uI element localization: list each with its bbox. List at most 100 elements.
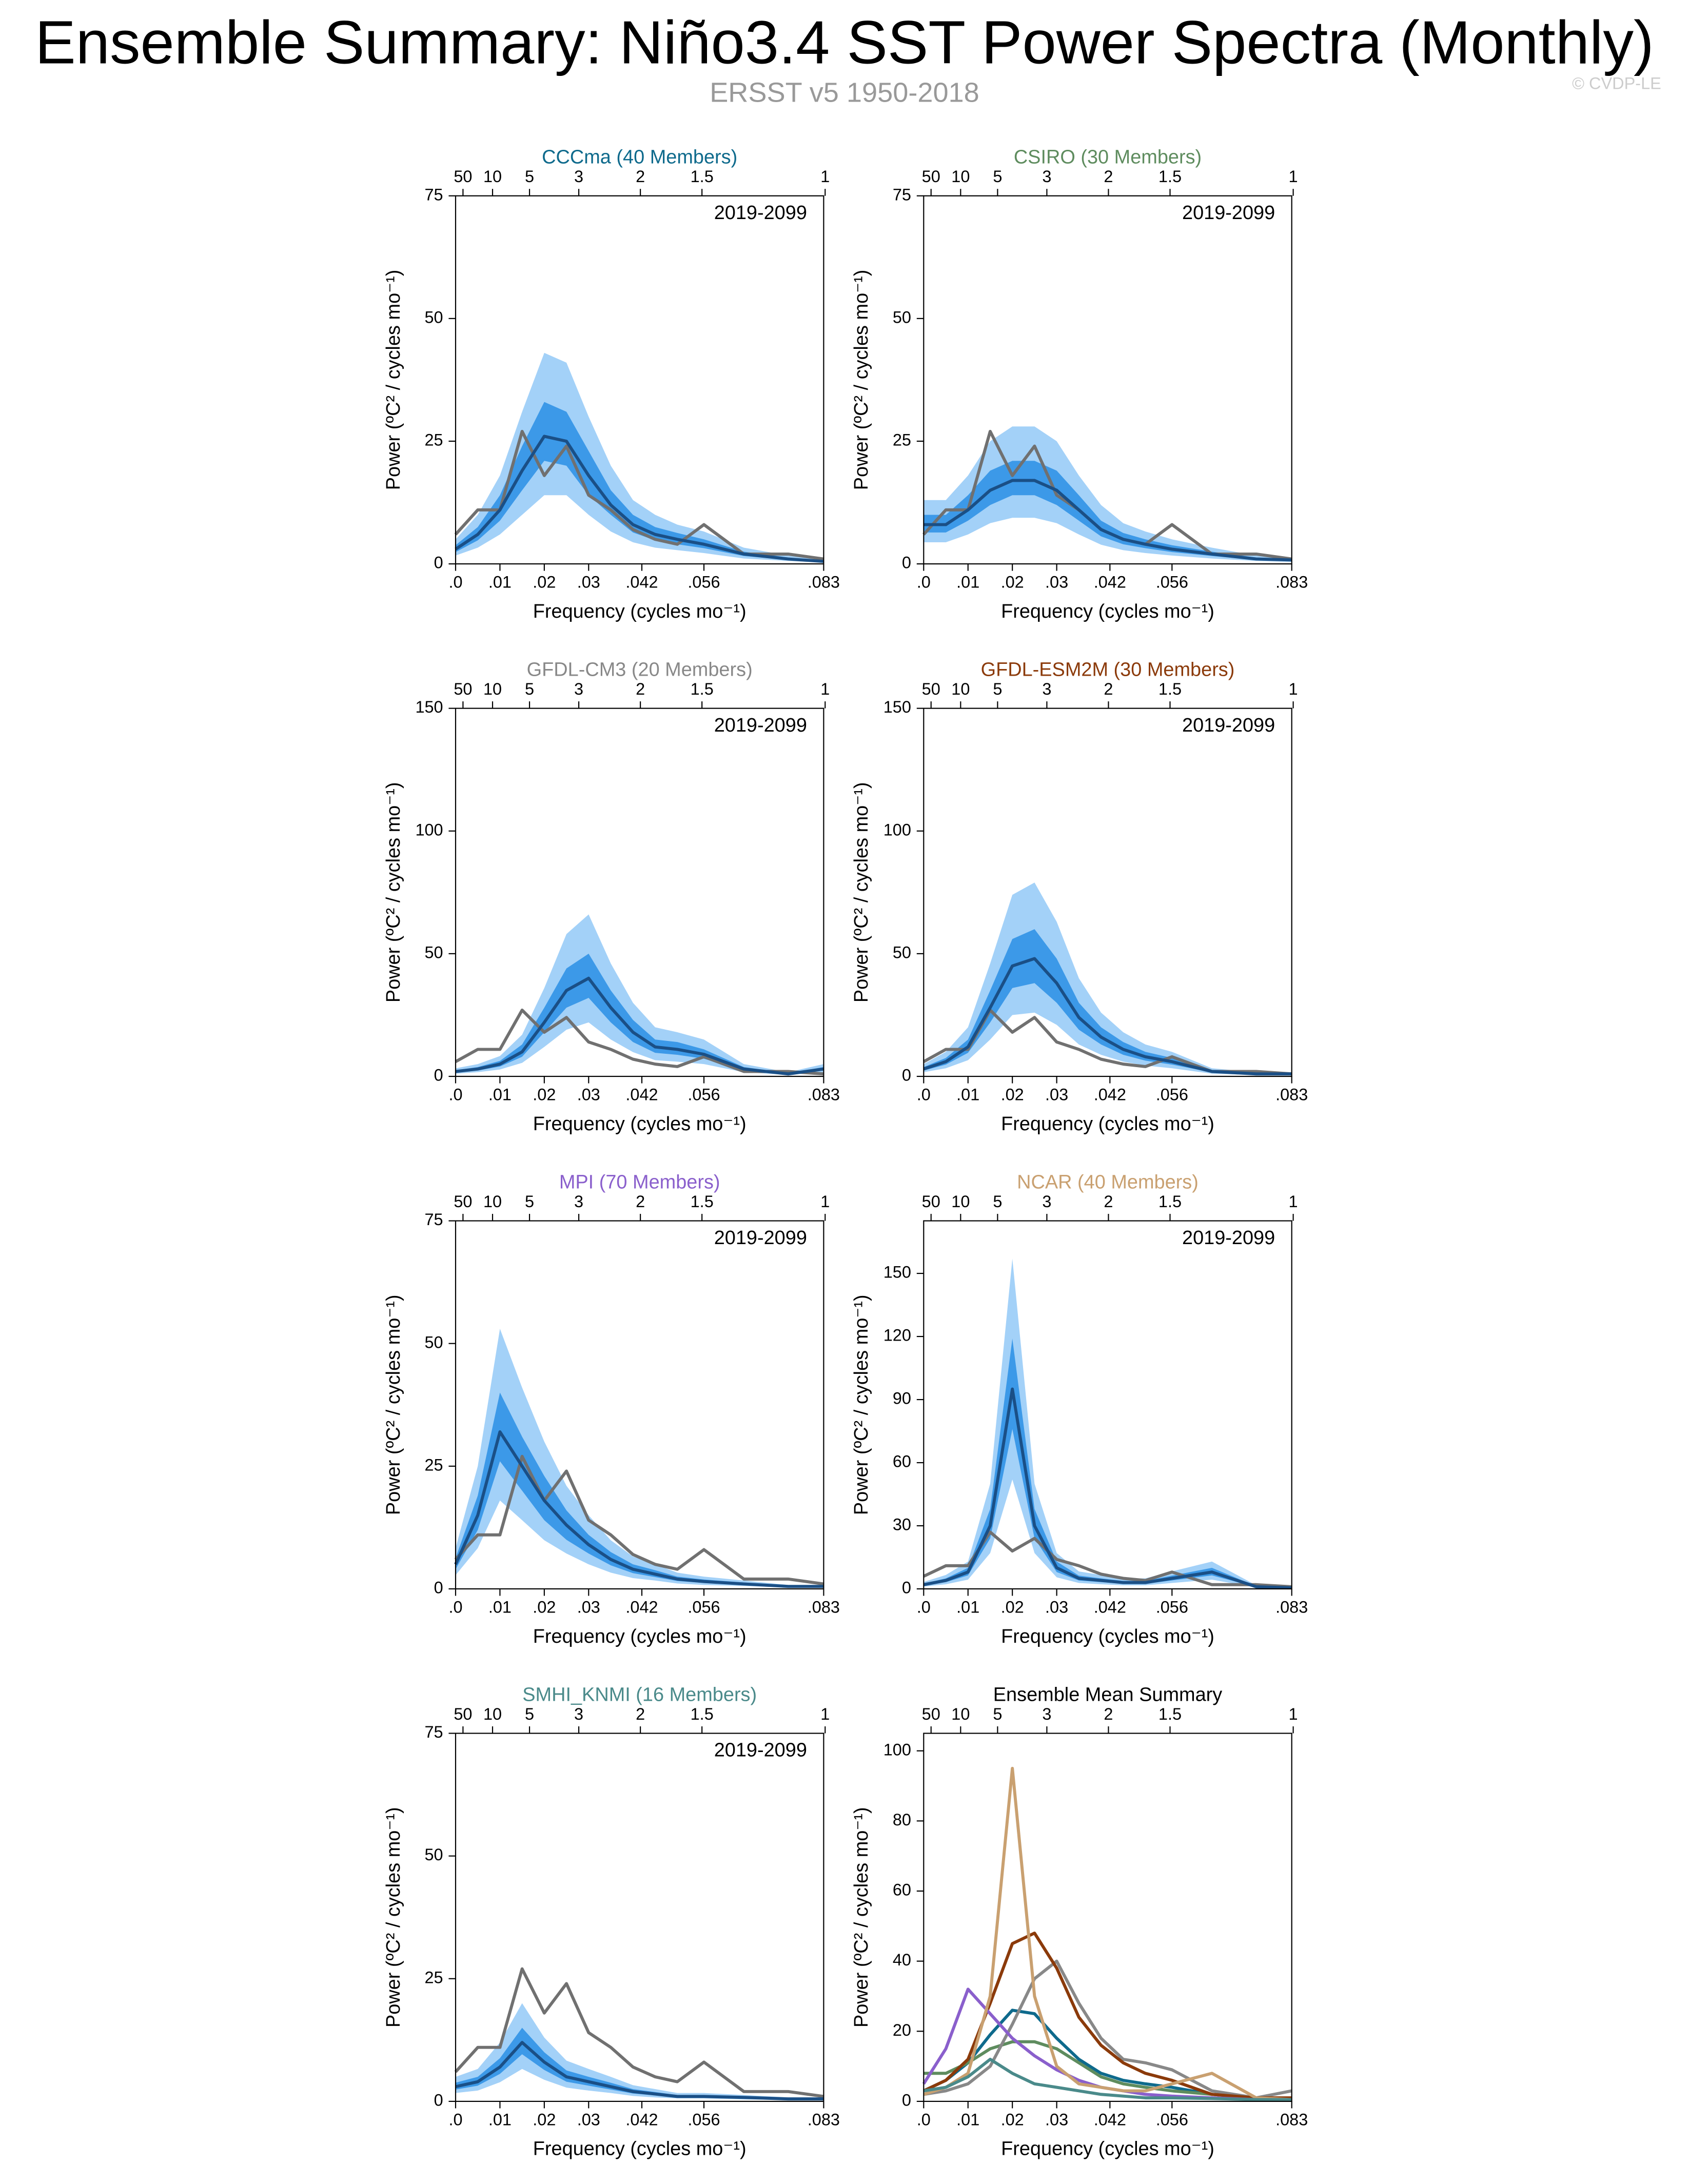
x-tick-label: .01 [488, 1598, 512, 1616]
y-axis-label: Power (ºC² / cycles mo⁻¹) [851, 1807, 872, 2028]
x-tick-label: .056 [1156, 2110, 1188, 2129]
x2-tick-label: 2 [636, 1192, 645, 1211]
y-tick-label: 60 [893, 1452, 911, 1471]
y-axis-label: Power (ºC² / cycles mo⁻¹) [383, 1807, 404, 2028]
panel-title: CCCma (40 Members) [542, 147, 737, 168]
x2-tick-label: 5 [525, 1705, 534, 1723]
x-axis-label: Frequency (cycles mo⁻¹) [533, 2138, 747, 2160]
y-tick-label: 0 [902, 1579, 911, 1597]
plot-frame [455, 195, 824, 565]
x-tick-label: .083 [1275, 1598, 1308, 1616]
x-tick-label: .042 [625, 2110, 658, 2129]
x-tick-label: .083 [1275, 573, 1308, 592]
plot-frame [923, 195, 1292, 565]
y-tick-label: 150 [883, 698, 911, 716]
spectrum-line [455, 976, 824, 1076]
x-tick-label: .02 [533, 1086, 556, 1104]
y-tick-label: 25 [893, 431, 911, 449]
x-tick-label: .03 [577, 2110, 600, 2129]
y-tick-label: 100 [883, 1740, 911, 1759]
x-tick-label: .056 [1156, 1598, 1188, 1616]
x2-tick-label: 1 [820, 167, 830, 186]
x2-tick-label: 1 [1289, 1192, 1298, 1211]
x-axis-label: Frequency (cycles mo⁻¹) [1001, 2138, 1214, 2160]
x2-tick-label: 2 [1104, 1192, 1113, 1211]
plot-frame [455, 707, 824, 1077]
spectrum-line [924, 479, 1292, 562]
y-tick-label: 20 [893, 2021, 911, 2039]
x-tick-label: .056 [688, 1086, 720, 1104]
x2-tick-label: 50 [922, 680, 940, 698]
y-tick-label: 50 [893, 308, 911, 326]
x-tick-label: .042 [1094, 573, 1126, 592]
spectrum-line [923, 957, 1292, 1076]
spread-band [455, 1392, 824, 1587]
x2-tick-label: 1.5 [1158, 167, 1182, 186]
spectrum-line [923, 2057, 1292, 2101]
y-tick-label: 50 [893, 943, 911, 961]
plot-frame [923, 1733, 1292, 2102]
x-tick-label: .083 [808, 2110, 840, 2129]
x2-tick-label: 1.5 [1158, 680, 1182, 698]
y-tick-label: 0 [434, 1066, 443, 1085]
y-tick-label: 0 [902, 1066, 911, 1085]
x-tick-label: .056 [1156, 573, 1188, 592]
period-annotation: 2019-2099 [714, 1227, 807, 1249]
x-tick-label: .083 [808, 1598, 840, 1616]
x2-tick-label: 3 [1042, 1192, 1051, 1211]
x-tick-label: .0 [917, 2110, 931, 2129]
spread-band [455, 2003, 824, 2100]
panel-title: SMHI_KNMI (16 Members) [522, 1684, 757, 1705]
y-axis-label: Power (ºC² / cycles mo⁻¹) [383, 270, 404, 490]
x2-tick-label: 3 [1042, 167, 1051, 186]
x-tick-label: .0 [448, 2110, 462, 2129]
x-tick-label: .0 [448, 1598, 462, 1616]
x-tick-label: .01 [488, 1086, 512, 1104]
x-tick-label: .056 [688, 573, 720, 592]
y-tick-label: 0 [902, 554, 911, 572]
x2-tick-label: 1.5 [1158, 1192, 1182, 1211]
x-tick-label: .01 [488, 2110, 512, 2129]
x-tick-label: .01 [488, 573, 512, 592]
x2-tick-label: 10 [951, 1192, 970, 1211]
x-tick-label: .083 [1275, 2110, 1308, 2129]
y-tick-label: 50 [425, 943, 443, 961]
x-tick-label: .042 [1094, 2110, 1126, 2129]
x-axis-label: Frequency (cycles mo⁻¹) [1001, 1113, 1214, 1135]
x-tick-label: .0 [917, 1598, 931, 1616]
x2-tick-label: 5 [993, 680, 1002, 698]
x-tick-label: .042 [625, 1598, 658, 1616]
y-tick-label: 150 [883, 1263, 911, 1282]
panel-title: Ensemble Mean Summary [993, 1684, 1222, 1705]
x-tick-label: .02 [1001, 573, 1024, 592]
panel-title: NCAR (40 Members) [1017, 1172, 1199, 1193]
y-tick-label: 25 [425, 1455, 443, 1474]
x2-tick-label: 10 [483, 1705, 502, 1723]
period-annotation: 2019-2099 [714, 715, 807, 736]
y-tick-label: 50 [425, 1845, 443, 1864]
y-tick-label: 0 [902, 2091, 911, 2110]
y-tick-label: 75 [425, 1210, 443, 1229]
x2-tick-label: 50 [922, 167, 940, 186]
x-tick-label: .056 [688, 2110, 720, 2129]
x-tick-label: .03 [577, 1598, 600, 1616]
spectrum-line [455, 1008, 824, 1076]
page-title: Ensemble Summary: Niño3.4 SST Power Spec… [35, 9, 1654, 77]
spread-band [924, 1258, 1292, 1588]
x-tick-label: .03 [577, 573, 600, 592]
plot-frame [455, 1220, 824, 1590]
y-axis-label: Power (ºC² / cycles mo⁻¹) [383, 782, 404, 1003]
x2-tick-label: 1.5 [691, 1192, 714, 1211]
y-tick-label: 25 [425, 431, 443, 449]
x2-tick-label: 5 [993, 1192, 1002, 1211]
x-tick-label: .0 [448, 573, 462, 592]
spectrum-line [923, 1766, 1292, 2101]
x2-tick-label: 5 [993, 1705, 1002, 1723]
x2-tick-label: 2 [636, 167, 645, 186]
x-tick-label: .03 [1045, 2110, 1068, 2129]
x-tick-label: .056 [688, 1598, 720, 1616]
x2-tick-label: 3 [574, 1192, 583, 1211]
x2-tick-label: 1 [820, 1705, 830, 1723]
